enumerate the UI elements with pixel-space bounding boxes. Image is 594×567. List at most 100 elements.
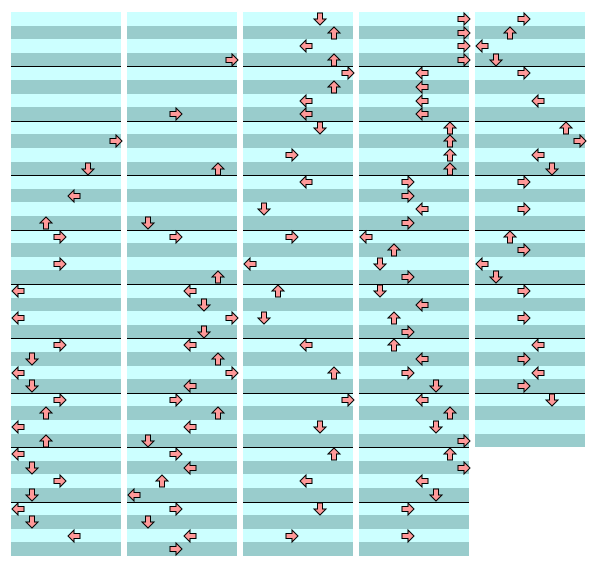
arrow-up-icon <box>270 284 286 298</box>
row-band <box>359 352 469 366</box>
measure-line <box>359 284 469 285</box>
row-band <box>475 39 585 53</box>
arrow-up-icon <box>38 406 54 420</box>
row-band <box>127 216 237 230</box>
row-band <box>359 148 469 162</box>
arrow-right-icon <box>517 242 531 258</box>
measure-line <box>243 447 353 448</box>
measure-line <box>359 175 469 176</box>
row-band <box>11 80 121 94</box>
row-band <box>127 284 237 298</box>
arrow-left-icon <box>299 337 313 353</box>
arrow-up-icon <box>326 366 342 380</box>
row-band <box>11 189 121 202</box>
row-band <box>359 406 469 420</box>
arrow-right-icon <box>401 501 415 517</box>
measure-line <box>11 66 121 67</box>
arrow-down-icon <box>488 53 504 67</box>
row-band <box>127 257 237 270</box>
row-band <box>475 420 585 434</box>
row-band <box>359 298 469 311</box>
row-band <box>11 270 121 284</box>
row-band <box>475 162 585 175</box>
row-band <box>475 26 585 39</box>
arrow-left-icon <box>415 351 429 367</box>
measure-line <box>475 175 585 176</box>
row-band <box>359 66 469 80</box>
arrow-left-icon <box>67 188 81 204</box>
row-band <box>127 515 237 529</box>
arrow-right-icon <box>53 473 67 489</box>
row-band <box>243 542 353 556</box>
arrow-down-icon <box>256 311 272 325</box>
arrow-left-icon <box>11 310 25 326</box>
row-band <box>359 230 469 243</box>
row-band <box>11 121 121 134</box>
row-band <box>475 216 585 230</box>
row-band <box>359 338 469 352</box>
arrow-right-icon <box>285 229 299 245</box>
arrow-left-icon <box>11 365 25 381</box>
row-band <box>127 366 237 379</box>
row-band <box>243 338 353 352</box>
arrow-left-icon <box>299 473 313 489</box>
measure-line <box>243 338 353 339</box>
measure-line <box>11 447 121 448</box>
arrow-up-icon <box>442 447 458 461</box>
row-band <box>11 379 121 393</box>
row-band <box>359 121 469 134</box>
measure-line <box>359 121 469 122</box>
arrow-left-icon <box>67 528 81 544</box>
row-band <box>11 529 121 542</box>
arrow-right-icon <box>457 11 471 27</box>
row-band <box>359 12 469 26</box>
measure-line <box>127 66 237 67</box>
measure-line <box>127 175 237 176</box>
row-band <box>475 298 585 311</box>
arrow-up-icon <box>386 311 402 325</box>
arrow-left-icon <box>531 147 545 163</box>
arrow-up-icon <box>210 162 226 176</box>
row-band <box>359 284 469 298</box>
row-band <box>11 488 121 502</box>
row-band <box>359 420 469 434</box>
arrow-left-icon <box>415 93 429 109</box>
arrow-up-icon <box>154 474 170 488</box>
arrow-down-icon <box>80 162 96 176</box>
measure-line <box>127 284 237 285</box>
arrow-left-icon <box>243 256 257 272</box>
row-band <box>11 515 121 529</box>
row-band <box>243 406 353 420</box>
row-band <box>127 352 237 366</box>
row-band <box>11 461 121 474</box>
arrow-left-icon <box>415 392 429 408</box>
arrow-left-icon <box>299 93 313 109</box>
arrow-down-icon <box>428 379 444 393</box>
measure-line <box>359 338 469 339</box>
arrow-left-icon <box>183 283 197 299</box>
row-band <box>11 502 121 515</box>
row-band <box>11 107 121 121</box>
row-band <box>243 175 353 189</box>
row-band <box>11 298 121 311</box>
arrow-right-icon <box>517 283 531 299</box>
arrow-left-icon <box>415 106 429 122</box>
arrow-right-icon <box>401 174 415 190</box>
row-band <box>475 406 585 420</box>
measure-line <box>475 230 585 231</box>
measure-line <box>127 121 237 122</box>
arrow-up-icon <box>558 121 574 135</box>
row-band <box>475 434 585 447</box>
measure-line <box>359 447 469 448</box>
row-band <box>127 420 237 434</box>
arrow-down-icon <box>488 270 504 284</box>
row-band <box>11 53 121 66</box>
arrow-right-icon <box>457 52 471 68</box>
arrow-down-icon <box>312 12 328 26</box>
arrow-right-icon <box>517 11 531 27</box>
row-band <box>11 216 121 230</box>
measure-line <box>475 66 585 67</box>
row-band <box>11 134 121 148</box>
arrow-left-icon <box>183 337 197 353</box>
measure-line <box>11 230 121 231</box>
